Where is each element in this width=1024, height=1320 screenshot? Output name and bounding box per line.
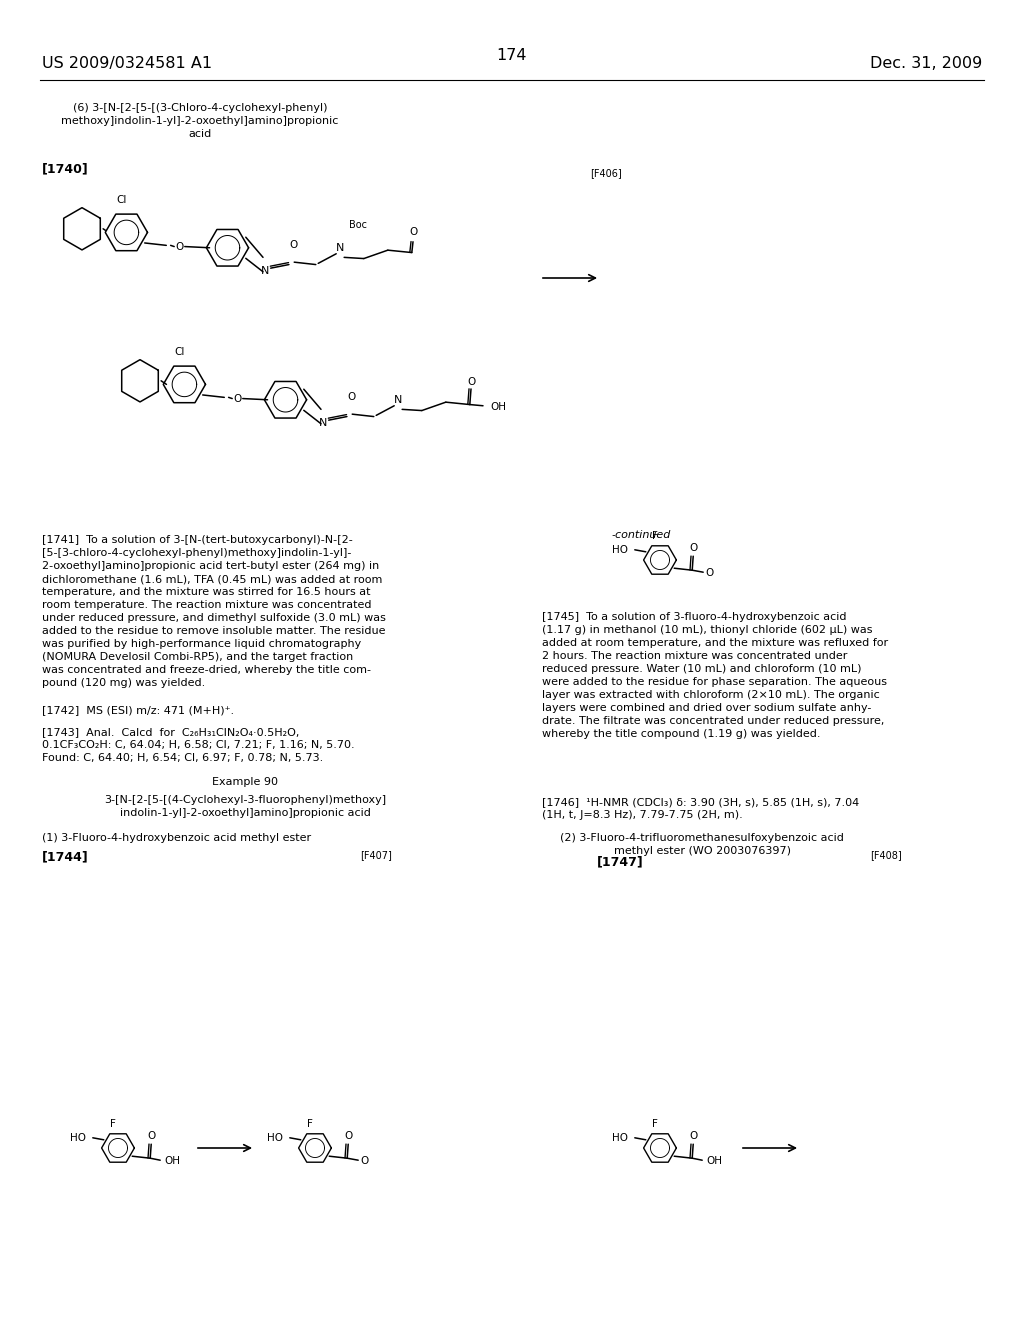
Text: [1747]: [1747] — [597, 855, 644, 869]
Text: O: O — [175, 242, 183, 252]
Text: [1743]  Anal.  Calcd  for  C₂₆H₃₁ClN₂O₄·0.5H₂O,
0.1CF₃CO₂H: C, 64.04; H, 6.58; C: [1743] Anal. Calcd for C₂₆H₃₁ClN₂O₄·0.5H… — [42, 727, 354, 763]
Text: [F408]: [F408] — [870, 850, 902, 861]
Text: HO: HO — [267, 1133, 283, 1143]
Text: O: O — [233, 393, 242, 404]
Text: N: N — [336, 243, 344, 252]
Text: -continued: -continued — [612, 531, 672, 540]
Text: O: O — [347, 392, 355, 403]
Text: Boc: Boc — [349, 219, 368, 230]
Text: [1740]: [1740] — [42, 162, 89, 176]
Text: [F407]: [F407] — [360, 850, 392, 861]
Text: HO: HO — [611, 1133, 628, 1143]
Text: [1745]  To a solution of 3-fluoro-4-hydroxybenzoic acid
(1.17 g) in methanol (10: [1745] To a solution of 3-fluoro-4-hydro… — [542, 612, 888, 739]
Text: [1746]  ¹H-NMR (CDCl₃) δ: 3.90 (3H, s), 5.85 (1H, s), 7.04
(1H, t, J=8.3 Hz), 7.: [1746] ¹H-NMR (CDCl₃) δ: 3.90 (3H, s), 5… — [542, 797, 859, 820]
Text: [1744]: [1744] — [42, 850, 89, 863]
Text: Dec. 31, 2009: Dec. 31, 2009 — [869, 55, 982, 71]
Text: N: N — [261, 265, 269, 276]
Text: O: O — [147, 1131, 156, 1142]
Text: O: O — [409, 227, 417, 238]
Text: F: F — [652, 1118, 658, 1129]
Text: O: O — [289, 240, 297, 251]
Text: 174: 174 — [497, 48, 527, 63]
Text: N: N — [319, 417, 328, 428]
Text: O: O — [344, 1131, 352, 1142]
Text: F: F — [307, 1118, 313, 1129]
Text: O: O — [467, 376, 475, 387]
Text: [1741]  To a solution of 3-[N-(tert-butoxycarbonyl)-N-[2-
[5-[3-chloro-4-cyclohe: [1741] To a solution of 3-[N-(tert-butox… — [42, 535, 386, 689]
Text: O: O — [689, 1131, 697, 1142]
Text: O: O — [360, 1156, 369, 1166]
Text: US 2009/0324581 A1: US 2009/0324581 A1 — [42, 55, 212, 71]
Text: [F406]: [F406] — [590, 168, 622, 178]
Text: (6) 3-[N-[2-[5-[(3-Chloro-4-cyclohexyl-phenyl)
methoxy]indolin-1-yl]-2-oxoethyl]: (6) 3-[N-[2-[5-[(3-Chloro-4-cyclohexyl-p… — [61, 103, 339, 139]
Text: OH: OH — [707, 1156, 722, 1166]
Text: Cl: Cl — [117, 195, 127, 206]
Text: F: F — [111, 1118, 116, 1129]
Text: N: N — [393, 395, 402, 405]
Text: F: F — [652, 531, 658, 541]
Text: OH: OH — [490, 403, 506, 412]
Text: 3-[N-[2-[5-[(4-Cyclohexyl-3-fluorophenyl)methoxy]
indolin-1-yl]-2-oxoethyl]amino: 3-[N-[2-[5-[(4-Cyclohexyl-3-fluorophenyl… — [104, 795, 386, 818]
Text: (1) 3-Fluoro-4-hydroxybenzoic acid methyl ester: (1) 3-Fluoro-4-hydroxybenzoic acid methy… — [42, 833, 311, 843]
Text: Cl: Cl — [174, 347, 184, 358]
Text: HO: HO — [611, 545, 628, 554]
Text: OH: OH — [164, 1156, 180, 1166]
Text: [1742]  MS (ESI) m/z: 471 (M+H)⁺.: [1742] MS (ESI) m/z: 471 (M+H)⁺. — [42, 705, 234, 715]
Text: Example 90: Example 90 — [212, 777, 278, 787]
Text: O: O — [689, 544, 697, 553]
Text: (2) 3-Fluoro-4-trifluoromethanesulfoxybenzoic acid
methyl ester (WO 2003076397): (2) 3-Fluoro-4-trifluoromethanesulfoxybe… — [560, 833, 844, 855]
Text: O: O — [706, 568, 714, 578]
Text: HO: HO — [70, 1133, 86, 1143]
